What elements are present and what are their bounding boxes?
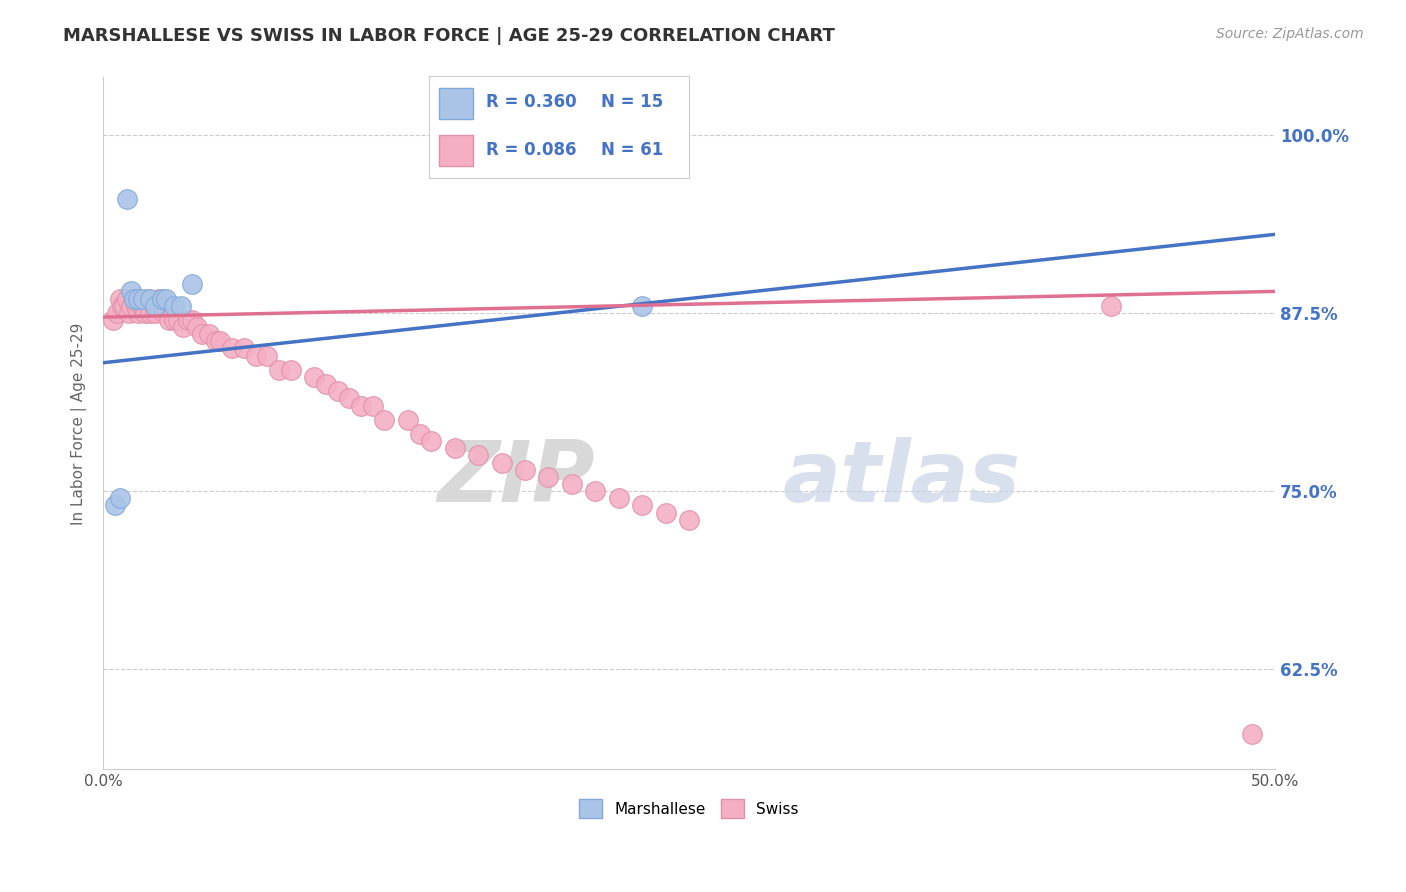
Legend: Marshallese, Swiss: Marshallese, Swiss: [574, 793, 804, 824]
Text: R = 0.086: R = 0.086: [486, 141, 576, 159]
Point: [115, 192, 138, 206]
Point: [561, 477, 583, 491]
Point: [108, 491, 131, 506]
Point: [583, 484, 606, 499]
Point: [631, 299, 654, 313]
Point: [337, 392, 360, 406]
Text: R = 0.360: R = 0.360: [486, 94, 576, 112]
FancyBboxPatch shape: [439, 136, 472, 166]
Point: [112, 299, 135, 313]
Point: [150, 299, 173, 313]
Point: [326, 384, 349, 399]
Point: [245, 349, 267, 363]
Point: [120, 299, 142, 313]
Point: [122, 292, 145, 306]
Point: [120, 285, 142, 299]
Point: [491, 456, 513, 470]
Point: [607, 491, 630, 506]
Point: [101, 313, 124, 327]
Point: [537, 470, 560, 484]
Point: [420, 434, 443, 449]
Point: [280, 363, 302, 377]
Point: [153, 306, 176, 320]
Point: [315, 377, 337, 392]
Point: [256, 349, 278, 363]
Point: [162, 299, 184, 313]
Point: [139, 306, 162, 320]
Point: [232, 342, 254, 356]
Point: [176, 313, 198, 327]
Point: [169, 299, 191, 313]
Text: MARSHALLESE VS SWISS IN LABOR FORCE | AGE 25-29 CORRELATION CHART: MARSHALLESE VS SWISS IN LABOR FORCE | AG…: [63, 27, 835, 45]
Point: [373, 413, 395, 427]
Point: [118, 306, 141, 320]
Point: [172, 320, 194, 334]
Point: [209, 334, 232, 349]
Point: [167, 313, 190, 327]
Point: [104, 499, 127, 513]
Point: [108, 292, 131, 306]
Text: N = 61: N = 61: [600, 141, 662, 159]
Point: [678, 513, 700, 527]
Point: [129, 299, 152, 313]
Point: [204, 334, 226, 349]
Point: [132, 292, 155, 306]
Point: [115, 292, 138, 306]
Point: [513, 463, 536, 477]
Text: Source: ZipAtlas.com: Source: ZipAtlas.com: [1216, 27, 1364, 41]
Point: [361, 399, 384, 413]
Point: [1099, 299, 1122, 313]
Point: [148, 292, 170, 306]
Point: [654, 506, 676, 520]
Point: [155, 292, 177, 306]
Text: ZIP: ZIP: [437, 437, 595, 520]
Point: [302, 370, 325, 384]
Point: [157, 313, 180, 327]
Point: [467, 449, 489, 463]
Point: [396, 413, 419, 427]
Point: [190, 327, 212, 342]
Point: [221, 342, 243, 356]
Point: [134, 306, 156, 320]
Point: [408, 427, 430, 442]
Point: [105, 306, 128, 320]
Point: [136, 292, 159, 306]
Point: [143, 306, 166, 320]
FancyBboxPatch shape: [439, 88, 472, 119]
Point: [111, 299, 134, 313]
Point: [181, 277, 204, 292]
Point: [125, 299, 148, 313]
Text: N = 15: N = 15: [600, 94, 662, 112]
Point: [186, 320, 208, 334]
Point: [127, 292, 149, 306]
Point: [181, 313, 204, 327]
Point: [1240, 726, 1263, 740]
Point: [122, 292, 145, 306]
Point: [150, 292, 173, 306]
Point: [132, 299, 155, 313]
Point: [350, 399, 373, 413]
Point: [146, 299, 169, 313]
Point: [162, 313, 184, 327]
Point: [143, 299, 166, 313]
Point: [631, 499, 654, 513]
Point: [139, 292, 162, 306]
Point: [443, 442, 465, 456]
Point: [197, 327, 219, 342]
Point: [127, 306, 149, 320]
Y-axis label: In Labor Force | Age 25-29: In Labor Force | Age 25-29: [72, 322, 87, 524]
Text: atlas: atlas: [783, 437, 1021, 520]
Point: [267, 363, 290, 377]
